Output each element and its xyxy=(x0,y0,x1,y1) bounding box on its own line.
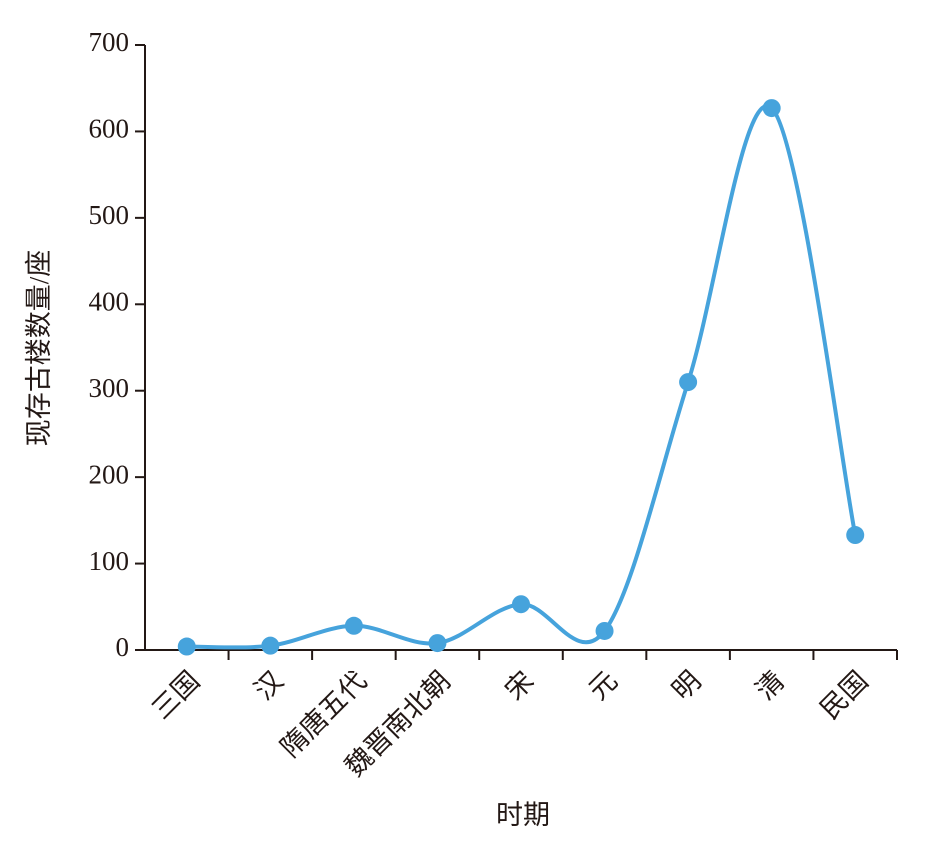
y-tick-label: 500 xyxy=(89,200,130,230)
y-tick-label: 600 xyxy=(89,114,130,144)
y-tick-label: 300 xyxy=(89,373,130,403)
point xyxy=(679,373,698,392)
y-tick-label: 400 xyxy=(89,286,130,316)
point xyxy=(428,634,447,653)
x-axis-label: 时期 xyxy=(496,800,550,830)
x-tick-label: 明 xyxy=(666,665,706,705)
y-tick-label: 200 xyxy=(89,459,130,489)
point xyxy=(846,526,865,545)
x-tick-label: 清 xyxy=(750,665,790,705)
y-tick-label: 0 xyxy=(116,632,130,662)
line xyxy=(186,103,858,650)
y-tick-label: 700 xyxy=(89,27,130,57)
point xyxy=(344,616,363,635)
point xyxy=(512,595,530,614)
point xyxy=(261,636,280,655)
y-tick-label: 100 xyxy=(89,546,130,576)
x-tick-label: 民国 xyxy=(814,665,873,724)
point xyxy=(762,99,781,118)
x-tick-label: 元 xyxy=(583,665,623,705)
point xyxy=(595,621,614,640)
y-axis-label: 现存古楼数量/座 xyxy=(24,250,54,447)
point xyxy=(177,637,196,656)
x-tick-label: 三国 xyxy=(146,665,205,724)
x-tick-label: 汉 xyxy=(249,665,289,705)
x-tick-label: 宋 xyxy=(499,665,539,705)
